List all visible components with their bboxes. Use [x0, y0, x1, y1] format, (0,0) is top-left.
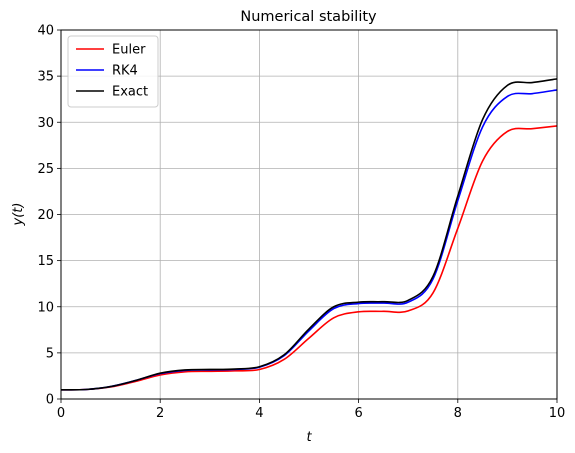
y-tick-label: 25 [37, 162, 54, 177]
chart-title: Numerical stability [240, 9, 377, 25]
x-tick-label: 4 [255, 406, 263, 421]
series-line-exact [60, 78, 558, 391]
series-line-euler [60, 125, 558, 391]
legend: Euler RK4 Exact [67, 35, 159, 108]
y-tick-label: 5 [46, 346, 54, 361]
y-tick-label: 0 [46, 393, 54, 408]
legend-label-euler: Euler [112, 43, 146, 58]
y-tick-label: 10 [37, 300, 54, 315]
x-tick-label: 8 [454, 406, 462, 421]
y-tick-label: 20 [37, 208, 54, 223]
legend-box [67, 35, 159, 108]
x-axis-label: t [306, 430, 312, 445]
x-tick-label: 10 [549, 406, 566, 421]
y-axis: 0 5 10 15 20 25 30 35 40 [37, 24, 61, 408]
x-tick-label: 2 [156, 406, 164, 421]
y-tick-label: 35 [37, 70, 54, 85]
x-tick-label: 0 [57, 406, 65, 421]
y-tick-label: 30 [37, 116, 54, 131]
legend-label-exact: Exact [112, 85, 148, 100]
y-tick-label: 40 [37, 24, 54, 39]
series-line-rk4 [60, 89, 558, 391]
legend-label-rk4: RK4 [112, 64, 138, 79]
y-axis-label: y(t) [11, 203, 26, 227]
x-axis: 0 2 4 6 8 10 [57, 399, 565, 421]
x-tick-label: 6 [354, 406, 362, 421]
series-layer [60, 78, 558, 391]
y-tick-label: 15 [37, 254, 54, 269]
